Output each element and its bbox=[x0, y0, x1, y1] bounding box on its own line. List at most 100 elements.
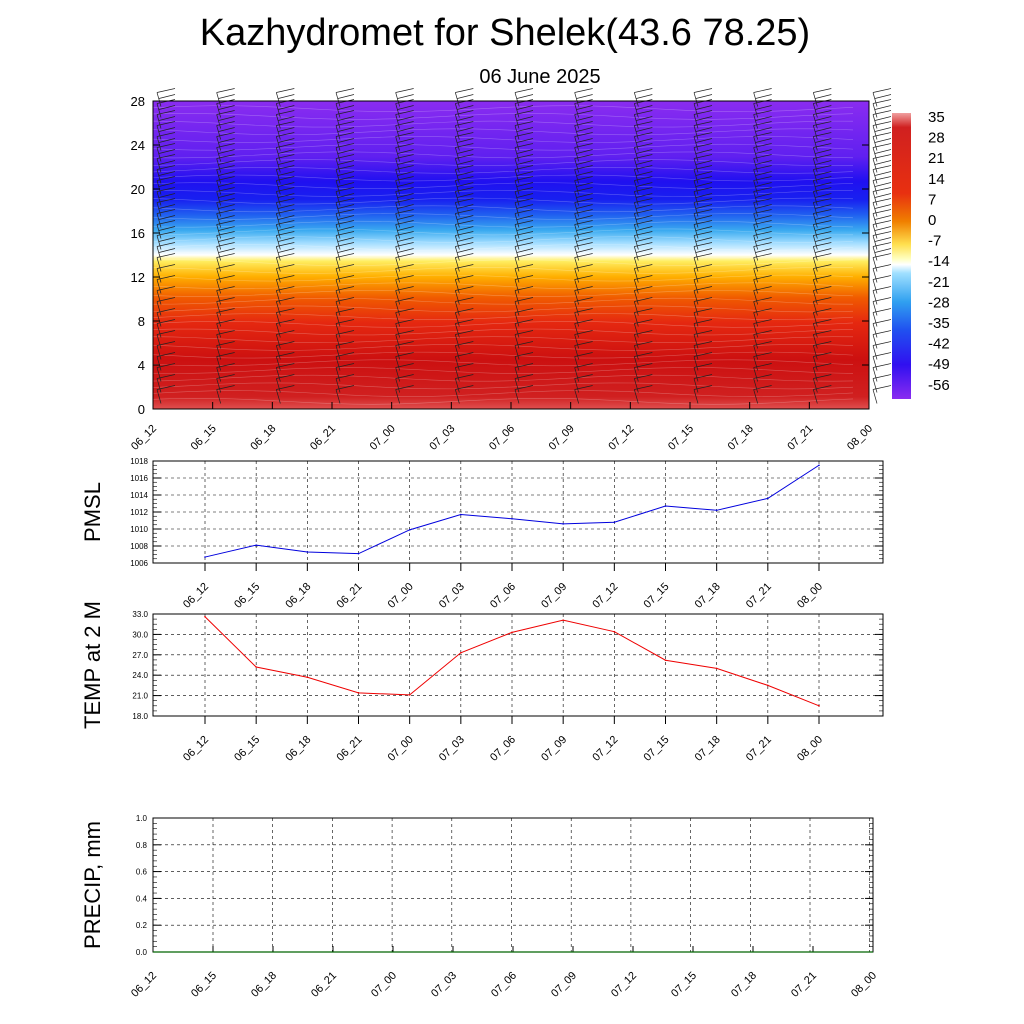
wind-barb-shaft bbox=[633, 169, 639, 184]
wind-barb bbox=[395, 88, 414, 107]
x-tick-label: 06_21 bbox=[335, 581, 365, 611]
wind-barb-flag bbox=[695, 237, 713, 242]
wind-barb-flag bbox=[695, 215, 713, 220]
wind-barb-shaft bbox=[753, 202, 759, 217]
wind-barb-shaft bbox=[216, 257, 222, 272]
wind-barb-flag bbox=[395, 88, 414, 93]
wind-barb-shaft bbox=[574, 180, 580, 195]
wind-barb-shaft bbox=[753, 246, 759, 261]
wind-barb-shaft bbox=[693, 169, 699, 184]
wind-barb-shaft bbox=[872, 356, 878, 371]
x-tick-label: 07_15 bbox=[642, 581, 672, 611]
contour-line bbox=[152, 259, 854, 266]
wind-barb-shaft bbox=[335, 268, 341, 283]
data-point bbox=[818, 464, 820, 467]
wind-barb bbox=[514, 88, 534, 107]
wind-barb-shaft bbox=[753, 213, 759, 228]
data-point bbox=[255, 666, 257, 668]
wind-barb-flag bbox=[695, 182, 713, 187]
wind-barb-flag bbox=[337, 160, 355, 165]
wind-barb-flag bbox=[636, 182, 653, 187]
wind-barb-shaft bbox=[574, 246, 580, 261]
colorbar-label: -14 bbox=[928, 253, 950, 270]
wind-barb-flag bbox=[576, 94, 593, 99]
wind-barb-shaft bbox=[633, 158, 639, 173]
wind-barb-shaft bbox=[454, 103, 460, 118]
wind-barb-flag bbox=[636, 116, 653, 121]
x-tick-label: 06_21 bbox=[335, 734, 365, 764]
wind-barb-shaft bbox=[872, 125, 878, 140]
x-tick-label: 06_12 bbox=[129, 423, 159, 453]
wind-barb-shaft bbox=[574, 213, 580, 228]
wind-barb-shaft bbox=[872, 378, 878, 393]
wind-barb-flag bbox=[216, 88, 235, 93]
wind-barb-shaft bbox=[156, 114, 162, 129]
wind-barb-flag bbox=[874, 248, 892, 253]
wind-barb-flag bbox=[158, 149, 176, 154]
wind-barb-flag bbox=[874, 204, 892, 209]
wind-barb-shaft bbox=[395, 356, 401, 371]
x-tick-label: 06_12 bbox=[181, 581, 211, 611]
contour-line bbox=[152, 344, 854, 351]
wind-barb-shaft bbox=[395, 279, 401, 294]
wind-barb-flag bbox=[278, 193, 295, 198]
wind-barb-shaft bbox=[633, 147, 639, 162]
x-tick-label: 07_15 bbox=[669, 970, 699, 1000]
wind-barb-shaft bbox=[633, 191, 639, 206]
wind-barb-flag bbox=[516, 237, 534, 242]
wind-barb bbox=[275, 88, 295, 107]
data-point bbox=[613, 521, 616, 523]
wind-barb-shaft bbox=[275, 246, 281, 261]
wind-barb-shaft bbox=[335, 301, 341, 316]
contour-line bbox=[152, 143, 854, 151]
wind-barb-flag bbox=[337, 237, 355, 242]
wind-barb-flag bbox=[815, 193, 832, 198]
wind-barb-shaft bbox=[454, 323, 460, 338]
wind-barb-flag bbox=[337, 182, 355, 187]
wind-barb-shaft bbox=[395, 367, 401, 382]
wind-barb-shaft bbox=[275, 323, 281, 338]
wind-barb-flag bbox=[218, 226, 235, 231]
wind-barb-flag bbox=[815, 138, 832, 143]
wind-barb-flag bbox=[636, 149, 653, 154]
wind-barb-flag bbox=[815, 215, 832, 220]
wind-barb-shaft bbox=[574, 235, 580, 250]
wind-barb-flag bbox=[457, 171, 474, 176]
x-tick-label: 07_12 bbox=[606, 423, 636, 453]
y-tick-label: 4 bbox=[138, 358, 145, 373]
wind-barb-shaft bbox=[275, 378, 281, 393]
y-tick-label: 16 bbox=[131, 226, 145, 241]
x-tick-label: 08_00 bbox=[849, 970, 879, 1000]
wind-barb-shaft bbox=[335, 147, 341, 162]
wind-barb-flag bbox=[457, 149, 474, 154]
wind-barb-flag bbox=[755, 182, 772, 187]
wind-barb-shaft bbox=[514, 246, 520, 261]
wind-barb-shaft bbox=[812, 257, 818, 272]
precip-chart: 0.0 0.2 0.4 0.6 0.8 1.0 06_12 06_15 06_18 06_21 07… bbox=[80, 814, 879, 1000]
colorbar-label: -7 bbox=[928, 233, 941, 250]
wind-barb-shaft bbox=[812, 191, 818, 206]
wind-barb-shaft bbox=[216, 389, 222, 404]
wind-barb-flag bbox=[815, 248, 832, 253]
wind-barb-flag bbox=[397, 248, 414, 253]
wind-barb-flag bbox=[755, 149, 772, 154]
wind-barb-flag bbox=[636, 138, 653, 143]
wind-barb-flag bbox=[457, 226, 474, 231]
wind-barb-flag bbox=[278, 237, 295, 242]
x-tick-label: 07_18 bbox=[726, 423, 756, 453]
wind-barb-flag bbox=[516, 215, 534, 220]
contour-line bbox=[152, 305, 854, 313]
wind-barb-shaft bbox=[156, 279, 162, 294]
wind-barb-shaft bbox=[454, 257, 460, 272]
y-tick-label: 1014 bbox=[130, 491, 148, 500]
wind-barb-shaft bbox=[454, 213, 460, 228]
wind-barb-shaft bbox=[693, 125, 699, 140]
wind-barb-flag bbox=[874, 193, 892, 198]
wind-barb-flag bbox=[636, 215, 653, 220]
wind-barb-shaft bbox=[574, 268, 580, 283]
wind-barb-shaft bbox=[454, 202, 460, 217]
wind-barb-flag bbox=[755, 237, 772, 242]
wind-barb-shaft bbox=[753, 323, 759, 338]
wind-barb-shaft bbox=[574, 257, 580, 272]
y-tick-label: 1012 bbox=[130, 508, 148, 517]
